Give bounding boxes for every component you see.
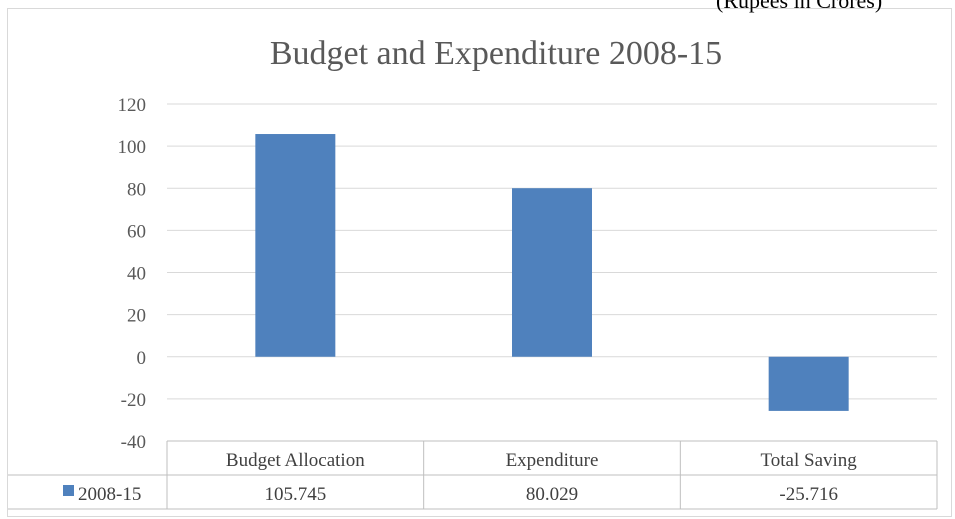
chart-frame	[7, 8, 952, 517]
y-tick-label: 60	[127, 221, 146, 242]
cropped-header-text: (Rupees in Crores)	[716, 0, 882, 13]
y-tick-label: 100	[118, 137, 147, 158]
table-category-label: Budget Allocation	[226, 450, 365, 471]
chart-title: Budget and Expenditure 2008-15	[270, 35, 722, 72]
table-value-label: 80.029	[526, 484, 578, 505]
data-table: Budget Allocation Expenditure Total Saving…	[8, 440, 938, 510]
y-tick-label: 80	[127, 179, 146, 200]
bar	[255, 134, 336, 357]
y-tick-label: -40	[121, 432, 146, 453]
table-category-label: Total Saving	[761, 450, 858, 471]
y-axis-tick-labels: 120 100 80 60 40 20 0 -20 -40	[118, 95, 147, 453]
y-tick-label: 0	[137, 348, 147, 369]
bar	[768, 356, 849, 411]
y-tick-label: 20	[127, 306, 146, 327]
y-tick-label: 40	[127, 264, 146, 285]
table-value-label: 105.745	[264, 484, 326, 505]
legend-series-label: 2008-15	[78, 484, 141, 505]
y-tick-label: -20	[121, 390, 146, 411]
y-tick-label: 120	[118, 95, 147, 116]
table-value-label: -25.716	[779, 484, 838, 505]
bars	[255, 134, 849, 411]
bar	[512, 188, 592, 357]
legend-swatch	[63, 485, 74, 496]
table-category-label: Expenditure	[506, 450, 599, 471]
